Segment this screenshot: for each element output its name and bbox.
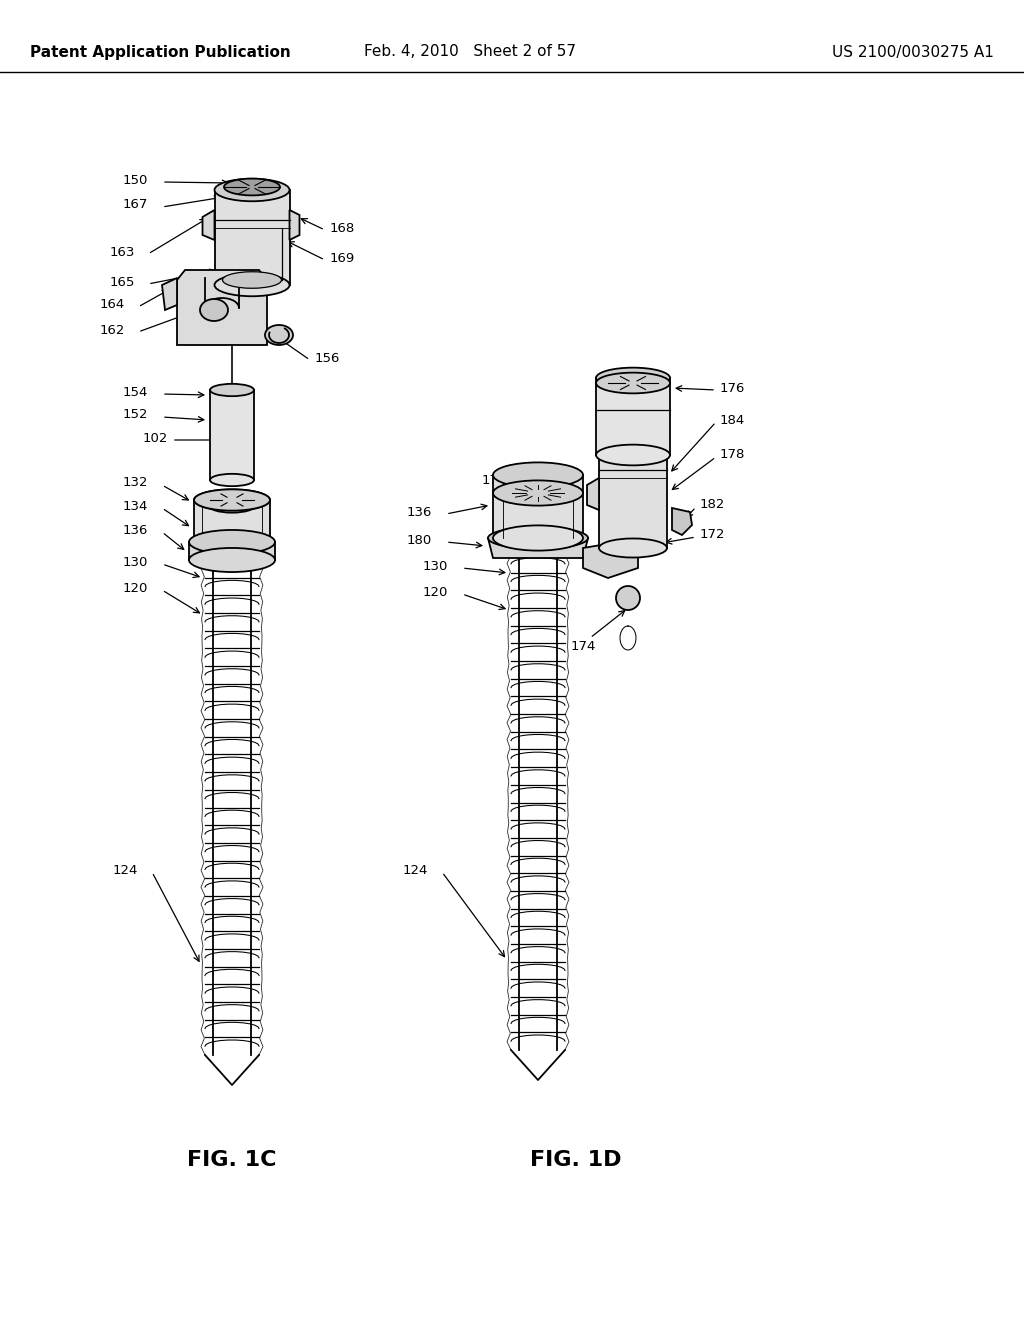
- Polygon shape: [583, 543, 638, 578]
- Text: 132: 132: [123, 477, 148, 490]
- Ellipse shape: [189, 529, 275, 554]
- Ellipse shape: [488, 527, 588, 549]
- Text: 180: 180: [407, 533, 432, 546]
- Ellipse shape: [189, 548, 275, 572]
- Ellipse shape: [210, 384, 254, 396]
- Polygon shape: [599, 450, 667, 548]
- Text: 182: 182: [700, 499, 725, 511]
- Text: Feb. 4, 2010   Sheet 2 of 57: Feb. 4, 2010 Sheet 2 of 57: [364, 45, 575, 59]
- Ellipse shape: [493, 525, 583, 550]
- Text: 156: 156: [315, 351, 340, 364]
- Polygon shape: [194, 500, 270, 560]
- Ellipse shape: [265, 325, 293, 345]
- Text: 167: 167: [123, 198, 148, 211]
- Text: 124: 124: [113, 863, 138, 876]
- Polygon shape: [493, 475, 583, 539]
- Text: 164: 164: [99, 298, 125, 312]
- Text: 102: 102: [142, 432, 168, 445]
- Circle shape: [616, 586, 640, 610]
- Ellipse shape: [210, 474, 254, 486]
- Polygon shape: [203, 210, 214, 240]
- Text: 154: 154: [123, 385, 148, 399]
- Text: 165: 165: [110, 276, 135, 289]
- Text: US 2100/0030275 A1: US 2100/0030275 A1: [833, 45, 994, 59]
- Ellipse shape: [512, 484, 564, 502]
- Text: 184: 184: [720, 413, 745, 426]
- Polygon shape: [210, 389, 254, 480]
- Text: FIG. 1D: FIG. 1D: [530, 1150, 622, 1170]
- Ellipse shape: [596, 368, 670, 388]
- Text: 130: 130: [123, 556, 148, 569]
- Ellipse shape: [599, 441, 667, 459]
- Text: 134: 134: [123, 499, 148, 512]
- Text: 170: 170: [481, 474, 507, 487]
- Ellipse shape: [208, 498, 256, 512]
- Text: FIG. 1C: FIG. 1C: [187, 1150, 276, 1170]
- Text: 136: 136: [407, 506, 432, 519]
- Polygon shape: [290, 210, 299, 240]
- Text: 130: 130: [423, 560, 449, 573]
- Text: 176: 176: [720, 381, 745, 395]
- Polygon shape: [488, 539, 588, 558]
- Text: 150: 150: [123, 173, 148, 186]
- Ellipse shape: [214, 178, 290, 201]
- Polygon shape: [214, 190, 290, 285]
- Text: 124: 124: [402, 863, 428, 876]
- Ellipse shape: [194, 490, 270, 511]
- Text: 152: 152: [123, 408, 148, 421]
- Polygon shape: [162, 279, 177, 310]
- Ellipse shape: [596, 372, 670, 393]
- Ellipse shape: [194, 490, 270, 511]
- Ellipse shape: [596, 445, 670, 466]
- Text: 162: 162: [99, 323, 125, 337]
- Text: 168: 168: [330, 222, 355, 235]
- Text: 172: 172: [700, 528, 725, 541]
- Polygon shape: [177, 271, 267, 345]
- Text: 120: 120: [423, 586, 449, 598]
- Ellipse shape: [214, 273, 290, 296]
- Ellipse shape: [194, 549, 270, 570]
- Text: Patent Application Publication: Patent Application Publication: [30, 45, 291, 59]
- Ellipse shape: [200, 300, 228, 321]
- Text: 174: 174: [570, 640, 596, 653]
- Text: 136: 136: [123, 524, 148, 536]
- Ellipse shape: [222, 272, 282, 288]
- Ellipse shape: [608, 375, 658, 391]
- Text: 163: 163: [110, 246, 135, 259]
- Ellipse shape: [493, 480, 583, 506]
- Ellipse shape: [493, 462, 583, 487]
- Polygon shape: [672, 508, 692, 535]
- Ellipse shape: [224, 178, 280, 195]
- Polygon shape: [587, 478, 599, 510]
- Polygon shape: [189, 543, 275, 560]
- Text: 169: 169: [330, 252, 355, 264]
- Text: 120: 120: [123, 582, 148, 594]
- Text: 178: 178: [720, 449, 745, 462]
- Polygon shape: [596, 378, 670, 455]
- Ellipse shape: [599, 539, 667, 557]
